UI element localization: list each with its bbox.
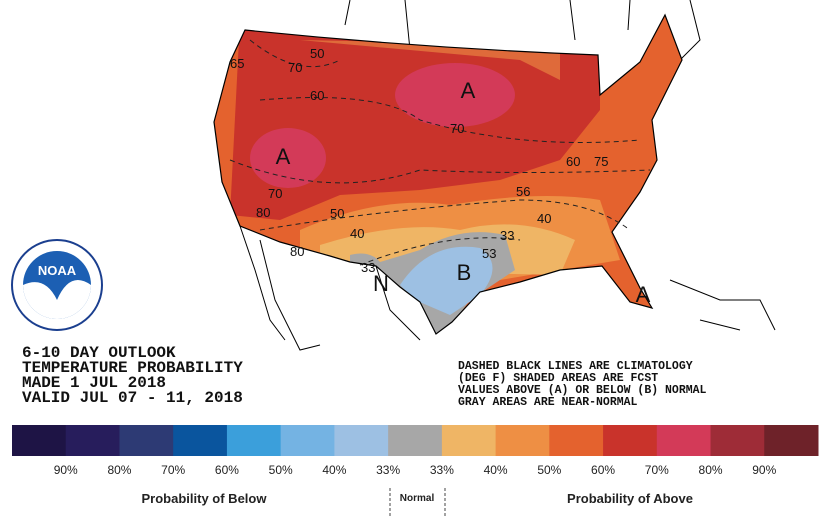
region-label: A (636, 282, 651, 307)
contour-label: 75 (594, 154, 608, 169)
contour-label: 56 (516, 184, 530, 199)
shading (214, 15, 682, 334)
header-line: 6-10 DAY OUTLOOK (22, 344, 176, 362)
contour-label: 40 (350, 226, 364, 241)
legend-label: 60% (591, 463, 615, 477)
normal-title: Normal (400, 493, 435, 504)
region-label: B (457, 260, 472, 285)
contour-label: 70 (268, 186, 282, 201)
map-labels: A A A B N 65 70 50 60 70 60 75 56 40 50 40 70 80 80 33 33 53 (230, 46, 651, 307)
legend-swatch (65, 425, 120, 456)
note-line: GRAY AREAS ARE NEAR-NORMAL (458, 396, 638, 409)
legend-swatch (119, 425, 174, 456)
legend-swatch (656, 425, 712, 456)
note-line: DASHED BLACK LINES ARE CLIMATOLOGY (458, 360, 693, 373)
legend-swatch (603, 425, 658, 456)
noaa-logo: NOAA (11, 239, 103, 331)
legend-label: 33% (376, 463, 400, 477)
legend-label: 70% (645, 463, 669, 477)
below-title: Probability of Below (142, 491, 268, 506)
contour-label: 53 (482, 246, 496, 261)
above-title: Probability of Above (567, 491, 693, 506)
legend-label: 40% (484, 463, 508, 477)
legend-swatch (441, 425, 497, 456)
contour-label: 50 (330, 206, 344, 221)
borders (239, 0, 776, 351)
contour-label: 50 (310, 46, 324, 61)
header-line: TEMPERATURE PROBABILITY (22, 359, 243, 377)
legend-label: 33% (430, 463, 454, 477)
legend: 90% 80% 70% 60% 50% 40% 33% 33% 40% 50% 60% 70% 80% 9… (12, 425, 819, 477)
legend-label: 60% (215, 463, 239, 477)
legend-label: 50% (269, 463, 293, 477)
legend-label: 50% (537, 463, 561, 477)
note-line: VALUES ABOVE (A) OR BELOW (B) NORMAL (458, 384, 707, 397)
legend-swatch (280, 425, 335, 456)
contour-label: 70 (288, 60, 302, 75)
legend-swatch (173, 425, 228, 456)
legend-swatch (388, 425, 443, 456)
contour-label: 65 (230, 56, 244, 71)
climatology-lines (229, 39, 651, 266)
region-label: A (276, 144, 291, 169)
logo-text: NOAA (38, 263, 77, 278)
legend-label: 90% (752, 463, 776, 477)
contour-label: 60 (310, 88, 324, 103)
legend-swatch (764, 425, 819, 456)
legend-swatch (226, 425, 282, 456)
header-line: VALID JUL 07 - 11, 2018 (22, 389, 243, 407)
legend-swatch (549, 425, 604, 456)
contour-label: 60 (566, 154, 580, 169)
header-line: MADE 1 JUL 2018 (22, 374, 166, 392)
contour-label: 33 (361, 260, 375, 275)
legend-label: 40% (322, 463, 346, 477)
region-label: A (461, 78, 476, 103)
contour-label: 80 (290, 244, 304, 259)
legend-swatch (495, 425, 550, 456)
legend-label: 90% (54, 463, 78, 477)
contour-label: 70 (450, 121, 464, 136)
region-label: N (373, 271, 389, 296)
legend-label: 80% (699, 463, 723, 477)
contour-label: 80 (256, 205, 270, 220)
legend-label: 70% (161, 463, 185, 477)
us-outline (213, 13, 683, 335)
legend-swatch (710, 425, 765, 456)
legend-swatch (12, 425, 67, 456)
contour-label: 40 (537, 211, 551, 226)
contour-label: 33 (500, 228, 514, 243)
legend-swatch (334, 425, 389, 456)
legend-label: 80% (107, 463, 131, 477)
note-line: (DEG F) SHADED AREAS ARE FCST (458, 372, 658, 385)
